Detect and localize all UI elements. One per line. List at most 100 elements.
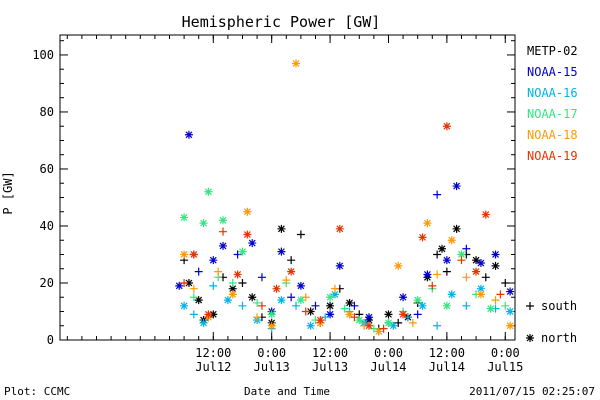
- south-marker: [228, 278, 237, 287]
- south-marker: [462, 244, 471, 253]
- south-marker: [282, 276, 291, 285]
- south-marker: [481, 273, 490, 282]
- south-marker: [433, 270, 442, 279]
- south-marker: [257, 273, 266, 282]
- south-marker: [180, 278, 189, 287]
- south-marker: [287, 293, 296, 302]
- south-marker: [194, 267, 203, 276]
- north-marker: [384, 318, 393, 327]
- north-marker: [189, 250, 198, 259]
- y-tick-label: 80: [40, 105, 54, 119]
- plot-area: [59, 34, 516, 341]
- legend-entry: NOAA-18: [527, 128, 578, 142]
- north-marker: [306, 321, 315, 330]
- marker-legend-label: north: [541, 331, 577, 345]
- north-marker: [355, 316, 364, 325]
- north-marker: [209, 310, 218, 319]
- legend-entry: NOAA-16: [527, 86, 578, 100]
- north-marker: [194, 296, 203, 305]
- y-tick-label: 40: [40, 219, 54, 233]
- legend-entry: NOAA-19: [527, 149, 578, 163]
- north-marker: [180, 250, 189, 259]
- series-noaa-18: [180, 59, 515, 336]
- south-marker: [350, 301, 359, 310]
- x-tick-date: Jul13: [254, 360, 290, 374]
- south-marker: [189, 284, 198, 293]
- south-marker: [433, 190, 442, 199]
- north-marker: [418, 233, 427, 242]
- x-tick-time: 12:00: [429, 346, 465, 360]
- south-marker: [413, 310, 422, 319]
- north-marker: [199, 219, 208, 228]
- south-marker: [379, 324, 388, 333]
- north-marker: [316, 316, 325, 325]
- series-noaa-19: [180, 122, 505, 333]
- south-marker: [301, 293, 310, 302]
- north-marker: [204, 310, 213, 319]
- south-marker: [442, 267, 451, 276]
- north-marker: [326, 293, 335, 302]
- marker-legend-label: south: [541, 299, 577, 313]
- x-tick-time: 0:00: [374, 346, 403, 360]
- north-marker: [287, 267, 296, 276]
- north-marker: [476, 290, 485, 299]
- north-marker: [486, 304, 495, 313]
- marker-legend: south north: [526, 299, 577, 345]
- y-axis-ticks: 0 20 40 60 80 100: [32, 40, 515, 347]
- north-marker: [389, 321, 398, 330]
- north-marker: [438, 244, 447, 253]
- south-marker: [428, 281, 437, 290]
- south-marker: [296, 230, 305, 239]
- x-axis-ticks: 12:00Jul120:00Jul1312:00Jul130:00Jul1412…: [66, 35, 523, 374]
- y-tick-label: 100: [32, 48, 54, 62]
- north-marker: [326, 301, 335, 310]
- north-marker: [481, 210, 490, 219]
- south-marker: [209, 281, 218, 290]
- north-marker: [248, 293, 257, 302]
- north-marker: [476, 284, 485, 293]
- north-marker: [476, 259, 485, 268]
- north-marker: [472, 256, 481, 265]
- south-marker: [457, 256, 466, 265]
- north-marker: [384, 310, 393, 319]
- north-marker: [292, 59, 301, 68]
- legend-entry: NOAA-15: [527, 65, 578, 79]
- north-marker: [452, 224, 461, 233]
- north-marker: [175, 281, 184, 290]
- north-marker: [442, 301, 451, 310]
- north-marker: [491, 250, 500, 259]
- north-marker: [184, 278, 193, 287]
- north-marker: [330, 290, 339, 299]
- plot-timestamp: 2011/07/15 02:25:07: [469, 385, 595, 398]
- north-marker: [180, 301, 189, 310]
- north-marker: [277, 296, 286, 305]
- north-marker: [267, 310, 276, 319]
- north-marker: [277, 247, 286, 256]
- north-marker: [228, 290, 237, 299]
- south-marker: [292, 301, 301, 310]
- north-marker: [296, 281, 305, 290]
- legend-entry: NOAA-17: [527, 107, 578, 121]
- north-marker: [442, 256, 451, 265]
- north-marker: [491, 261, 500, 270]
- north-marker: [238, 247, 247, 256]
- north-marker: [526, 334, 534, 342]
- north-marker: [267, 321, 276, 330]
- north-marker: [506, 321, 515, 330]
- south-marker: [462, 273, 471, 282]
- north-marker: [335, 224, 344, 233]
- north-marker: [457, 250, 466, 259]
- north-marker: [399, 310, 408, 319]
- chart-title: Hemispheric Power [GW]: [182, 13, 381, 31]
- north-marker: [506, 307, 515, 316]
- south-marker: [238, 278, 247, 287]
- y-axis-label: P [GW]: [1, 171, 15, 214]
- north-marker: [277, 224, 286, 233]
- south-marker: [462, 301, 471, 310]
- north-marker: [180, 213, 189, 222]
- south-marker: [501, 301, 510, 310]
- y-tick-label: 60: [40, 162, 54, 176]
- north-marker: [506, 287, 515, 296]
- south-marker: [189, 310, 198, 319]
- north-marker: [296, 296, 305, 305]
